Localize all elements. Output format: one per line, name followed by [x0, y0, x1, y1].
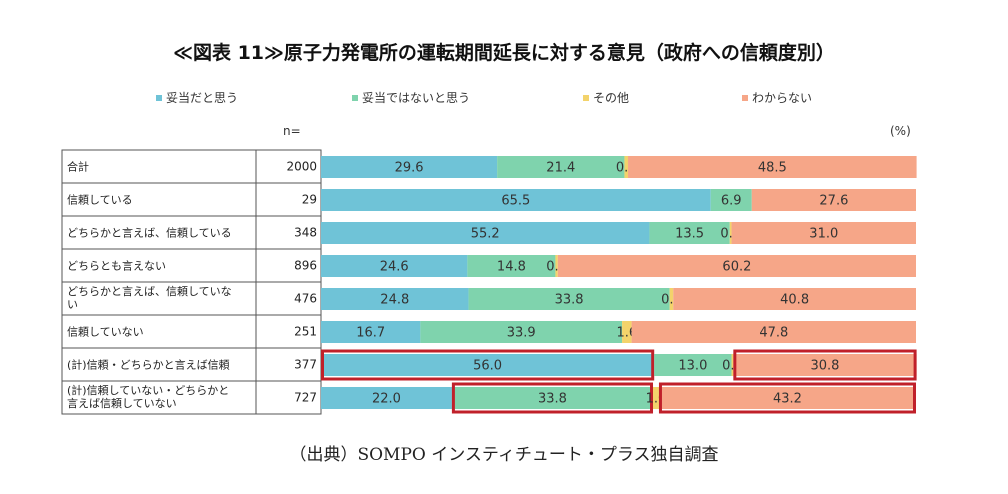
value-label: 14.8 — [497, 260, 526, 275]
bar-segment — [649, 222, 730, 244]
legend: 妥当だと思う 妥当ではないと思う その他 わからない — [0, 0, 1008, 130]
bar-segment — [451, 387, 654, 409]
bar-segment — [497, 156, 625, 178]
bar-segment — [622, 321, 632, 343]
value-label: 27.6 — [819, 194, 848, 209]
row-label: どちらかと言えば、信頼している — [67, 227, 232, 240]
bar-segment — [731, 222, 916, 244]
legend-swatch-agree — [156, 94, 162, 101]
bar-segment — [321, 255, 468, 277]
value-label: 33.8 — [538, 392, 567, 407]
row-label: どちらかと言えば、信頼していな — [67, 285, 232, 298]
row-label: (計)信頼していない・どちらかと — [67, 383, 229, 397]
row-label: 信頼していない — [67, 326, 144, 339]
value-label: 33.8 — [555, 293, 584, 308]
bar-segment — [631, 321, 916, 343]
legend-swatch-dontknow — [742, 94, 748, 101]
legend-label-agree: 妥当だと思う — [166, 91, 239, 105]
legend-item-dontknow: わからない — [742, 89, 812, 106]
legend-swatch-disagree — [352, 94, 358, 101]
bar-segment — [321, 387, 452, 409]
legend-item-other: その他 — [583, 89, 629, 106]
bar-segment — [321, 222, 650, 244]
value-label: 22.0 — [372, 392, 401, 407]
bar-segment — [321, 321, 421, 343]
value-label: 55.2 — [471, 227, 500, 242]
row-n-value: 377 — [294, 358, 317, 372]
highlight-box — [451, 382, 654, 414]
highlight-box — [321, 349, 655, 381]
row-label: 合計 — [67, 160, 89, 174]
row-n-value: 251 — [294, 325, 317, 339]
bar-segment — [751, 189, 916, 211]
value-label: 60.2 — [722, 260, 751, 275]
value-label: 31.0 — [809, 227, 838, 242]
bar-segment — [673, 288, 916, 310]
row-label: (計)信頼・どちらかと言えば信頼 — [67, 358, 230, 372]
bar-segment — [729, 222, 732, 244]
bar-segment — [321, 189, 711, 211]
n-header: n= — [283, 124, 301, 138]
value-label: 16.7 — [356, 326, 385, 341]
row-n-value: 476 — [294, 292, 317, 306]
row-label: い — [67, 298, 78, 311]
bar-segment — [731, 354, 734, 376]
row-label: 信頼している — [67, 194, 133, 207]
bar-segment — [420, 321, 623, 343]
value-label: 24.8 — [380, 293, 409, 308]
value-label: 13.5 — [675, 227, 704, 242]
value-label: 33.9 — [507, 326, 536, 341]
bar-segment — [658, 387, 916, 409]
row-n-value: 727 — [294, 391, 317, 405]
highlight-box — [733, 349, 917, 381]
bar-segment — [653, 387, 659, 409]
row-n-value: 29 — [302, 193, 317, 207]
bar-segment — [624, 156, 629, 178]
value-label: 30.8 — [810, 359, 839, 374]
bar-segment — [467, 255, 556, 277]
legend-label-dontknow: わからない — [752, 91, 813, 105]
bar-segment — [468, 288, 670, 310]
row-label: 言えば信頼していない — [67, 397, 177, 410]
legend-label-disagree: 妥当ではないと思う — [362, 91, 471, 105]
legend-item-disagree: 妥当ではないと思う — [352, 89, 470, 106]
legend-swatch-other — [583, 94, 589, 101]
value-label: 65.5 — [501, 194, 530, 209]
value-label: 21.4 — [546, 161, 575, 176]
bar-segment — [654, 354, 732, 376]
row-n-value: 896 — [294, 259, 317, 273]
value-label: 40.8 — [780, 293, 809, 308]
bar-segment — [669, 288, 674, 310]
bar-segment — [733, 354, 917, 376]
highlight-box — [658, 382, 917, 414]
value-label: 48.5 — [758, 161, 787, 176]
value-label: 24.6 — [380, 260, 409, 275]
bar-segment — [710, 189, 752, 211]
bar-segment — [557, 255, 916, 277]
bar-segment — [628, 156, 917, 178]
bar-segment — [321, 288, 469, 310]
row-n-value: 2000 — [286, 160, 317, 174]
value-label: 29.6 — [395, 161, 424, 176]
value-label: 6.9 — [721, 194, 742, 209]
row-n-value: 348 — [294, 226, 317, 240]
value-label: 43.2 — [773, 392, 802, 407]
bar-segment — [321, 156, 498, 178]
value-label: 47.8 — [759, 326, 788, 341]
source-note: （出典）SOMPO インスティチュート・プラス独自調査 — [289, 445, 719, 465]
value-label: 56.0 — [473, 359, 502, 374]
value-label: 13.0 — [678, 359, 707, 374]
bar-segment — [321, 354, 655, 376]
bar-segment — [555, 255, 558, 277]
chart-title: ≪図表 11≫原子力発電所の運転期間延長に対する意見（政府への信頼度別） — [173, 42, 835, 64]
legend-item-agree: 妥当だと思う — [156, 89, 238, 106]
unit-label: (%) — [890, 124, 911, 138]
legend-label-other: その他 — [593, 91, 630, 105]
row-label: どちらとも言えない — [67, 260, 166, 273]
